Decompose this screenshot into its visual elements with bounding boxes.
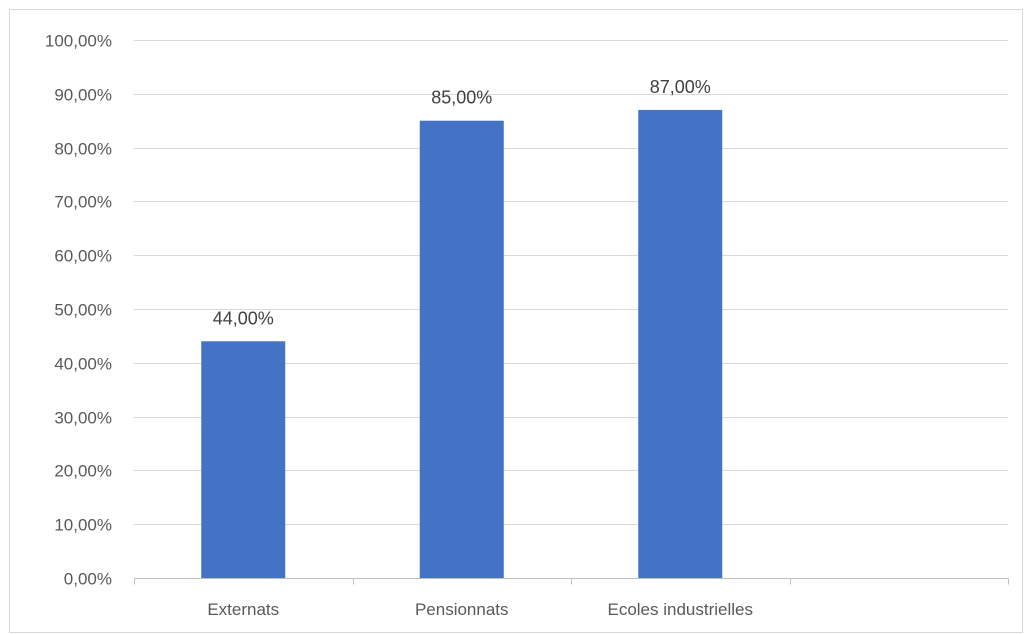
category-labels: Externats Pensionnats Ecoles industrielles [207,600,753,619]
category-label: Externats [207,600,279,619]
category-label: Ecoles industrielles [607,600,753,619]
bars [201,109,723,578]
y-tick-label: 20,00% [54,462,112,481]
data-label: 85,00% [431,88,492,108]
bar [201,341,286,578]
data-label: 87,00% [650,77,711,97]
x-axis [134,578,1009,585]
y-tick-label: 50,00% [54,301,112,320]
bar [638,109,723,578]
bar [419,120,504,578]
y-tick-label: 30,00% [54,409,112,428]
y-axis-tick-labels: 0,00% 10,00% 20,00% 30,00% 40,00% 50,00% 60,00… [45,32,112,589]
y-tick-label: 70,00% [54,193,112,212]
y-tick-label: 40,00% [54,355,112,374]
chart-frame [9,9,1023,633]
y-tick-label: 0,00% [64,570,112,589]
y-tick-label: 90,00% [54,86,112,105]
data-labels: 44,00% 85,00% 87,00% [213,77,711,328]
y-tick-label: 60,00% [54,247,112,266]
data-label: 44,00% [213,308,274,328]
y-tick-label: 100,00% [45,32,112,51]
category-label: Pensionnats [415,600,509,619]
y-tick-label: 10,00% [54,516,112,535]
y-tick-label: 80,00% [54,140,112,159]
